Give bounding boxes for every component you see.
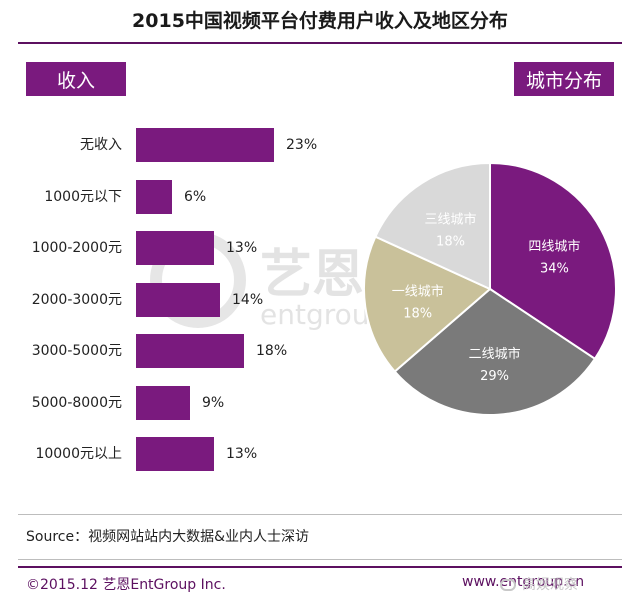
bar-category-label: 无收入 <box>80 137 122 153</box>
title-divider <box>18 42 622 44</box>
bar <box>136 334 244 368</box>
bar <box>136 231 214 265</box>
bar-row: 2000-3000元 14% <box>0 282 340 317</box>
bar-row: 无收入 23% <box>0 128 340 162</box>
bar-category-label: 5000-8000元 <box>31 394 122 411</box>
city-section-tag: 城市分布 <box>514 62 614 96</box>
bar-category-label: 3000-5000元 <box>31 343 122 359</box>
copyright: ©2015.12 艺恩EntGroup Inc. <box>26 577 226 593</box>
bar-value-label: 18% <box>256 343 288 359</box>
bar-row: 1000-2000元 13% <box>0 231 340 265</box>
footer-divider <box>18 566 622 568</box>
bar-value-label: 14% <box>232 291 264 308</box>
bar <box>136 282 220 317</box>
pie-slice-label: 一线城市 <box>392 283 444 299</box>
bar <box>136 179 172 214</box>
website-link[interactable]: www.entgroup.cn <box>462 574 585 590</box>
pie-slice <box>374 161 491 291</box>
overlay-watermark-text: 高娱观察 <box>522 577 578 593</box>
bar-category-label: 2000-3000元 <box>31 291 122 308</box>
bar <box>136 128 274 162</box>
pie-slice-value: 18% <box>403 306 432 321</box>
bar-value-label: 23% <box>286 137 318 153</box>
bar-value-label: 13% <box>226 446 258 462</box>
pie-slice <box>393 287 597 416</box>
bar-category-label: 1000-2000元 <box>31 240 122 256</box>
bar-category-label: 10000元以上 <box>35 446 122 462</box>
bar <box>136 385 190 420</box>
pie-slice-label: 三线城市 <box>424 212 476 228</box>
source-box: Source：视频网站站内大数据&业内人士深访 <box>18 514 622 560</box>
bar-value-label: 6% <box>184 188 207 205</box>
pie-slice-value: 34% <box>540 262 569 277</box>
source-note: Source：视频网站站内大数据&业内人士深访 <box>26 529 309 545</box>
pie-slice-value: 29% <box>480 369 509 384</box>
bar-row: 10000元以上 13% <box>0 437 340 471</box>
bar-category-label: 1000元以下 <box>44 188 122 205</box>
chart-title: 2015中国视频平台付费用户收入及地区分布 <box>132 10 508 32</box>
pie-slice <box>363 235 492 373</box>
bar-value-label: 13% <box>226 240 258 256</box>
pie-slice-label: 四线城市 <box>528 239 580 255</box>
overlay-watermark: 高娱观察 <box>500 574 578 594</box>
pie-slice-value: 18% <box>436 235 465 250</box>
income-section-tag: 收入 <box>26 62 126 96</box>
bar-value-label: 9% <box>202 394 225 411</box>
bar-row: 5000-8000元 9% <box>0 385 340 420</box>
bar <box>136 437 214 471</box>
pie-slice-label: 二线城市 <box>469 346 521 362</box>
bar-row: 3000-5000元 18% <box>0 334 340 368</box>
bar-row: 1000元以下 6% <box>0 179 340 214</box>
chat-bubble-icon <box>500 579 516 591</box>
